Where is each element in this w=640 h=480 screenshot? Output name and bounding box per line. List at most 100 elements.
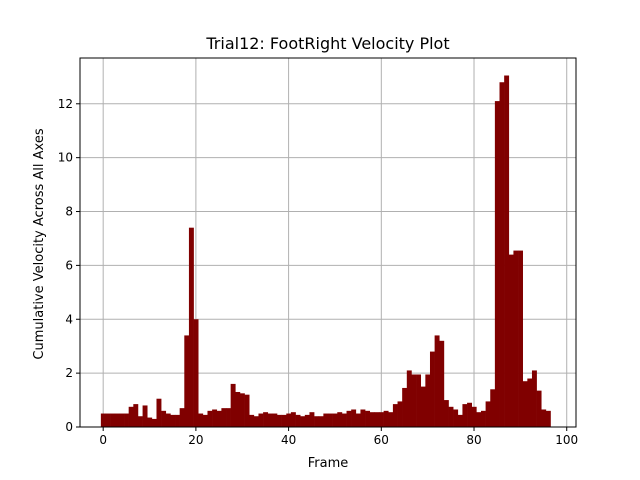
bar xyxy=(411,374,417,427)
bar xyxy=(383,410,389,427)
bar xyxy=(258,413,264,427)
bar xyxy=(439,340,445,427)
bar xyxy=(518,250,523,427)
bar xyxy=(295,414,301,427)
bar xyxy=(541,409,547,427)
chart-title: Trial12: FootRight Velocity Plot xyxy=(205,34,449,53)
y-tick-label: 4 xyxy=(65,312,73,326)
bar xyxy=(476,412,482,427)
bar xyxy=(137,416,143,427)
x-tick-label: 80 xyxy=(466,433,481,447)
x-tick-label: 0 xyxy=(99,433,107,447)
bar xyxy=(337,412,343,427)
bar xyxy=(531,370,537,427)
bar xyxy=(402,387,408,427)
bar xyxy=(328,413,333,427)
bar xyxy=(318,416,324,427)
bar xyxy=(221,408,227,427)
x-tick-label: 60 xyxy=(374,433,389,447)
bar xyxy=(443,400,449,427)
bar xyxy=(369,412,375,427)
bar xyxy=(114,413,120,427)
bar xyxy=(212,409,218,427)
bar xyxy=(545,410,551,427)
bar xyxy=(374,412,380,427)
x-axis-label: Frame xyxy=(308,456,349,471)
x-tick-label: 100 xyxy=(555,433,578,447)
bar xyxy=(457,414,463,427)
bar xyxy=(216,410,222,427)
bar xyxy=(100,413,106,427)
bar xyxy=(434,335,440,427)
bar xyxy=(527,378,533,427)
bar xyxy=(485,401,491,427)
bar xyxy=(314,416,320,427)
bar xyxy=(147,417,153,427)
bar xyxy=(462,404,468,427)
bar xyxy=(179,408,185,427)
bar xyxy=(239,393,245,427)
bar xyxy=(110,413,116,427)
bar xyxy=(151,418,157,427)
bar xyxy=(522,381,528,427)
x-tick-label: 40 xyxy=(281,433,296,447)
bar xyxy=(230,383,236,427)
y-tick-label: 8 xyxy=(65,205,73,219)
bar xyxy=(425,374,431,427)
bar xyxy=(536,390,542,427)
bar xyxy=(480,410,486,427)
bar xyxy=(193,319,199,427)
y-axis-label: Cumulative Velocity Across All Axes xyxy=(32,128,47,359)
y-tick-label: 0 xyxy=(65,420,73,434)
bar xyxy=(235,391,241,427)
y-tick-label: 12 xyxy=(58,97,73,111)
bar xyxy=(142,405,148,427)
bar xyxy=(184,335,190,427)
y-tick-label: 10 xyxy=(58,151,73,165)
bar xyxy=(420,386,426,427)
bar xyxy=(272,413,278,427)
bar xyxy=(290,412,296,427)
bar xyxy=(360,409,366,427)
bar xyxy=(300,416,306,427)
bar xyxy=(397,401,403,427)
bar xyxy=(392,404,398,427)
bar xyxy=(286,413,292,427)
bar xyxy=(513,250,519,427)
bar xyxy=(323,413,329,427)
bar xyxy=(188,227,194,427)
bar xyxy=(490,389,496,427)
bar xyxy=(263,412,269,427)
grid-lines xyxy=(80,58,576,428)
bar xyxy=(207,410,213,427)
bar xyxy=(494,101,500,428)
bar xyxy=(161,410,167,427)
bar xyxy=(467,402,473,427)
bar xyxy=(170,414,176,427)
bar xyxy=(281,414,287,427)
bar xyxy=(304,414,310,427)
bar xyxy=(453,409,459,427)
x-tick-label: 20 xyxy=(188,433,203,447)
bar xyxy=(133,404,139,427)
bar xyxy=(267,413,273,427)
bar xyxy=(175,414,180,427)
bar xyxy=(378,412,384,427)
bar xyxy=(406,370,412,427)
bar xyxy=(119,413,125,427)
bar-series xyxy=(100,75,551,428)
bar xyxy=(128,406,134,427)
bar xyxy=(346,410,352,427)
bar xyxy=(244,394,250,427)
bar xyxy=(226,408,231,427)
bar xyxy=(508,254,514,427)
bar xyxy=(448,406,454,427)
bar xyxy=(471,406,477,427)
bar xyxy=(124,413,129,427)
bar xyxy=(355,413,361,427)
bar xyxy=(332,413,338,427)
bar xyxy=(388,412,394,427)
y-tick-label: 2 xyxy=(65,366,73,380)
axis-ticks: 0 20 40 60 80 100 0 2 4 6 8 10 12 xyxy=(58,97,578,447)
